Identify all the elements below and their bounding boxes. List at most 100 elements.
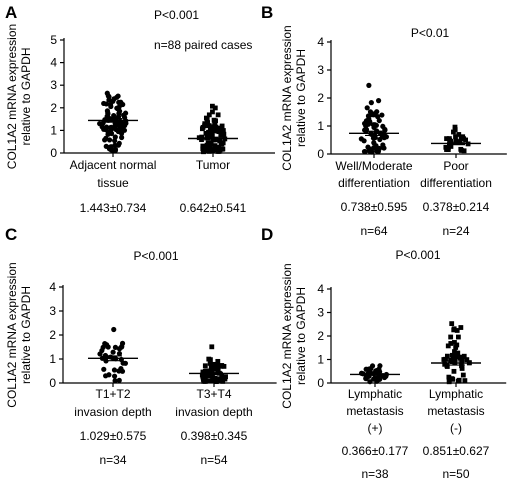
y-tick-label: 1: [317, 353, 324, 367]
data-point: [111, 96, 117, 102]
data-point: [200, 374, 206, 380]
data-point: [379, 112, 385, 118]
data-point: [116, 126, 123, 132]
data-point: [107, 101, 114, 108]
data-point: [448, 341, 454, 346]
sample-size: n=34: [99, 453, 126, 467]
category-label: Lymphatic: [348, 387, 402, 401]
data-point: [116, 368, 122, 374]
data-point: [449, 376, 455, 382]
data-point: [209, 344, 215, 350]
data-point: [445, 343, 451, 349]
mean-sd-value: 0.398±0.345: [181, 429, 248, 443]
panel-letter: B: [261, 3, 273, 22]
y-tick-label: 5: [50, 33, 57, 47]
data-point: [221, 376, 226, 381]
data-point: [451, 353, 457, 359]
data-point: [211, 147, 217, 153]
data-point: [375, 114, 381, 120]
data-point: [361, 148, 368, 155]
data-point: [464, 357, 470, 363]
sample-size: n=50: [442, 467, 469, 481]
data-point: [210, 103, 215, 109]
panel-c: C COL1A2 mRNA expression relative to GAPDH…: [5, 225, 277, 467]
data-point: [206, 123, 212, 129]
data-point: [374, 375, 380, 382]
data-point: [441, 357, 447, 362]
y-tick-label: 3: [50, 78, 57, 92]
data-point: [219, 363, 225, 368]
data-point: [218, 129, 224, 134]
panel-letter: C: [5, 225, 17, 244]
data-point: [213, 118, 218, 124]
y-tick-label: 2: [317, 329, 324, 343]
y-tick-label: 4: [317, 35, 324, 49]
data-point: [205, 120, 211, 125]
data-point: [444, 353, 450, 359]
data-point: [105, 110, 111, 116]
data-point: [459, 366, 465, 371]
category-label: invasion depth: [74, 405, 151, 419]
data-point: [199, 134, 205, 140]
data-point: [449, 359, 455, 365]
category-label: Poor: [443, 159, 468, 173]
data-point: [199, 137, 204, 143]
data-point: [123, 120, 129, 126]
data-point: [112, 147, 119, 154]
category-label: Well/Moderate: [335, 159, 412, 173]
data-point: [212, 375, 218, 381]
annotation: n=88 paired cases: [154, 38, 252, 52]
data-point: [453, 134, 458, 140]
mean-sd-value: 1.029±0.575: [80, 429, 147, 443]
data-point: [115, 142, 122, 148]
data-point: [206, 129, 211, 135]
data-point: [448, 334, 454, 340]
data-point: [213, 124, 219, 130]
data-point: [376, 366, 382, 372]
mean-sd-value: 0.378±0.214: [423, 200, 490, 214]
y-axis-label: relative to GAPDH: [19, 47, 33, 145]
sample-size: n=64: [360, 224, 387, 238]
data-point: [376, 117, 382, 124]
data-point: [208, 357, 213, 363]
data-point: [100, 120, 106, 126]
category-label: invasion depth: [175, 405, 252, 419]
y-tick-label: 3: [317, 306, 324, 320]
data-point: [455, 334, 461, 340]
data-point: [203, 147, 208, 152]
data-point: [212, 366, 218, 372]
data-point: [451, 327, 457, 333]
data-point: [444, 136, 449, 142]
data-point: [449, 321, 455, 327]
data-point: [451, 368, 457, 374]
data-point: [369, 363, 376, 369]
data-point: [116, 104, 122, 110]
data-point: [116, 350, 123, 357]
data-point: [212, 128, 218, 134]
data-point: [202, 363, 208, 369]
data-point: [203, 372, 209, 378]
data-point: [111, 112, 117, 119]
data-point: [452, 127, 458, 132]
y-tick-label: 4: [317, 282, 324, 296]
data-point: [112, 134, 118, 140]
data-point: [446, 378, 452, 384]
data-point: [111, 326, 117, 333]
category-label: Tumor: [196, 158, 230, 172]
data-point: [459, 148, 464, 153]
data-point: [448, 138, 454, 144]
data-point: [203, 376, 208, 381]
category-label: metastasis: [427, 404, 484, 418]
sample-size: n=24: [442, 224, 469, 238]
p-value: P<0.001: [133, 249, 178, 263]
data-point: [105, 131, 111, 137]
data-point: [375, 98, 382, 104]
data-point: [372, 122, 378, 128]
data-point: [105, 344, 111, 350]
category-label: T1+T2: [95, 387, 130, 401]
data-point: [106, 94, 112, 100]
data-point: [461, 136, 467, 142]
y-tick-label: 1: [49, 352, 56, 366]
data-point: [454, 328, 460, 333]
